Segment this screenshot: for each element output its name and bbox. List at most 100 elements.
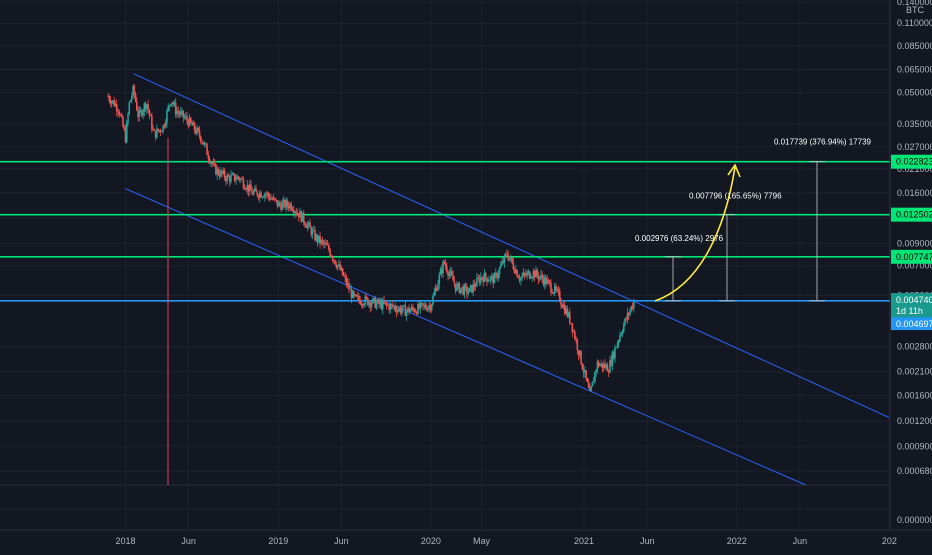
candle-body: [143, 103, 146, 112]
candle-body: [353, 291, 355, 296]
price-tick-label: 0.007000: [897, 261, 932, 271]
candle-body: [279, 202, 281, 205]
candle-body: [596, 361, 599, 370]
candle-body: [153, 129, 156, 131]
candle-body: [312, 229, 315, 231]
candle-body: [403, 305, 405, 307]
candle-body: [136, 101, 138, 111]
candle-body: [168, 105, 171, 107]
candle-body: [299, 211, 301, 218]
candle-body: [446, 266, 448, 272]
candle-body: [306, 224, 309, 228]
candle-body: [633, 301, 635, 309]
candle-body: [414, 311, 417, 313]
candle-body: [464, 285, 467, 287]
candle-body: [192, 122, 195, 126]
candle-body: [182, 110, 185, 118]
price-tick-label: 0.110000: [897, 18, 932, 28]
price-levels[interactable]: [0, 160, 890, 302]
support-price-tag-label: 0.004697: [896, 319, 932, 329]
candle-body: [226, 175, 228, 182]
candle-body: [198, 130, 201, 137]
candle-body: [294, 211, 296, 214]
candle-body: [462, 287, 464, 295]
candle-body: [187, 120, 190, 127]
candle-body: [461, 287, 463, 289]
candle-body: [392, 304, 394, 307]
time-tick-label: May: [473, 536, 491, 546]
time-tick-label: 2021: [574, 536, 594, 546]
price-tick-label: 0.000000: [897, 515, 932, 525]
candle-body: [382, 300, 384, 310]
candle-body: [334, 260, 336, 265]
candle-body: [567, 312, 570, 317]
candle-body: [120, 114, 123, 117]
candle-body: [189, 117, 192, 123]
candle-body: [435, 288, 438, 291]
candle-body: [152, 129, 154, 131]
channel-lower-line[interactable]: [125, 188, 806, 486]
candle-body: [157, 128, 159, 132]
candle-body: [586, 378, 589, 383]
candle-body: [132, 85, 134, 97]
candle-body: [137, 110, 139, 117]
candle-body: [569, 312, 571, 323]
candle-body: [511, 257, 513, 263]
candle-body: [605, 364, 607, 368]
candle-body: [139, 110, 142, 112]
candle-body: [197, 128, 200, 131]
candle-body: [201, 141, 203, 143]
projection-arrow[interactable]: [654, 166, 736, 302]
candle-body: [154, 130, 157, 138]
candle-body: [317, 235, 320, 243]
price-tick-label: 0.035000: [897, 119, 932, 129]
candle-body: [350, 288, 353, 298]
candle-body: [310, 227, 313, 235]
candle-body: [397, 309, 399, 313]
candle-body: [314, 229, 316, 241]
candle-body: [364, 296, 367, 305]
candle-body: [166, 110, 168, 123]
candle-body: [243, 187, 246, 190]
descending-channel[interactable]: [125, 73, 890, 486]
candle-body: [503, 254, 506, 263]
candle-body: [597, 361, 600, 367]
countdown-label: 1d 11h: [896, 306, 923, 316]
channel-upper-line[interactable]: [133, 73, 890, 418]
candle-body: [260, 192, 262, 198]
candle-body: [551, 292, 554, 294]
time-tick-label: Jun: [334, 536, 349, 546]
candle-body: [333, 259, 335, 261]
candle-body: [128, 102, 131, 115]
candle-body: [323, 241, 325, 245]
candle-body: [193, 122, 196, 131]
measure-annotations[interactable]: 0.002976 (63.24%) 2976 0.007796 (165.65%)…: [635, 138, 872, 302]
candle-body: [496, 273, 498, 279]
resistance-price-tag-label: 0.012502: [896, 210, 932, 220]
candle-body: [390, 304, 393, 305]
candle-body: [517, 276, 520, 279]
candle-body: [230, 175, 232, 182]
candle-body: [141, 110, 143, 116]
candle-body: [410, 306, 413, 311]
candle-body: [107, 96, 109, 98]
candle-body: [146, 104, 148, 109]
candle-body: [271, 198, 274, 200]
candle-body: [281, 202, 284, 210]
candle-body: [369, 302, 372, 308]
candle-body: [174, 102, 177, 115]
candle-body: [563, 304, 566, 314]
candle-body: [413, 309, 415, 313]
candle-body: [624, 318, 626, 325]
candle-body: [345, 277, 348, 285]
candle-body: [545, 277, 547, 284]
candle-body: [428, 305, 431, 308]
candle-body: [614, 347, 616, 359]
candle-body: [319, 235, 321, 244]
candle-body: [548, 280, 551, 283]
candle-body: [218, 174, 221, 177]
candle-body: [621, 331, 624, 334]
candle-body: [284, 199, 286, 208]
